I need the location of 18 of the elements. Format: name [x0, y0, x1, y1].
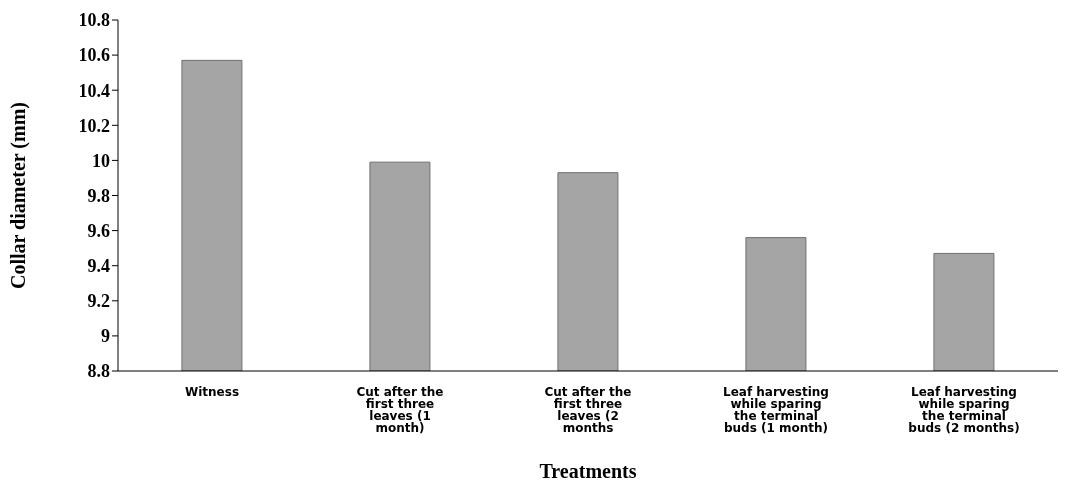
x-tick-label: Leaf harvesting while sparing the terminal buds (1 month) — [723, 384, 829, 435]
y-tick-label: 10.2 — [78, 115, 110, 136]
y-tick-label: 9.6 — [87, 220, 110, 241]
y-tick-label: 8.8 — [87, 361, 110, 382]
y-tick-label: 10.8 — [78, 10, 110, 31]
y-tick-label: 9 — [101, 326, 110, 347]
y-tick-label: 10.4 — [78, 80, 110, 101]
x-tick-label: Cut after the first three leaves (1 month) — [356, 384, 444, 435]
y-tick-label: 9.2 — [87, 291, 110, 312]
y-tick-label: 10 — [92, 150, 110, 171]
x-tick-label: Cut after the first three leaves (2 months — [544, 384, 632, 435]
y-tick-label: 9.8 — [87, 185, 110, 206]
x-tick-label: Leaf harvesting while sparing the terminal buds (2 months) — [908, 384, 1020, 435]
x-axis-title: Treatments — [539, 460, 637, 482]
x-tick-label: Witness — [184, 384, 240, 399]
y-axis-title: Collar diameter (mm) — [7, 102, 31, 289]
y-tick-label: 10.6 — [78, 45, 110, 66]
y-tick-label: 9.4 — [87, 256, 110, 277]
